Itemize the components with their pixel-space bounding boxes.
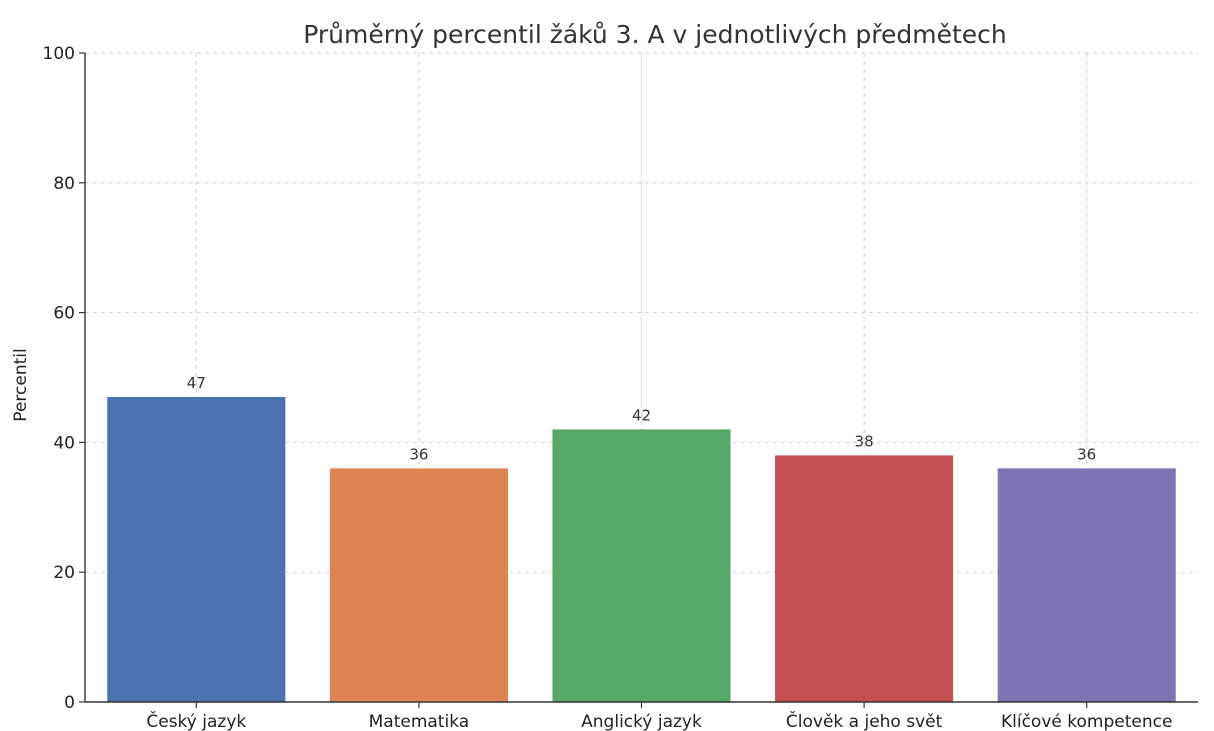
x-tick-label: Český jazyk bbox=[146, 710, 246, 731]
bar bbox=[552, 429, 731, 702]
x-tick-label: Anglický jazyk bbox=[581, 712, 702, 731]
bar-value-label: 38 bbox=[855, 432, 874, 450]
x-tick-label: Člověk a jeho svět bbox=[786, 710, 943, 731]
bar bbox=[997, 468, 1176, 702]
bar-value-label: 42 bbox=[632, 406, 651, 424]
bar-value-label: 36 bbox=[409, 445, 428, 463]
y-tick-label: 100 bbox=[43, 44, 75, 64]
label-layer: 0 20 40 60 80 100 47 Český jazyk 36 Matematika 42 A… bbox=[43, 44, 1173, 731]
bar-value-label: 36 bbox=[1077, 445, 1096, 463]
y-tick-label: 40 bbox=[53, 433, 75, 453]
x-tick-label: Matematika bbox=[369, 712, 470, 731]
y-tick-label: 80 bbox=[53, 174, 75, 194]
bar bbox=[107, 396, 286, 702]
y-tick-label: 60 bbox=[53, 304, 75, 324]
y-tick-label: 20 bbox=[53, 563, 75, 583]
y-axis-label: Percentil bbox=[11, 348, 31, 421]
bar-layer bbox=[107, 396, 1176, 702]
bar-value-label: 47 bbox=[187, 374, 206, 392]
y-tick-label: 0 bbox=[64, 693, 75, 713]
axis-layer bbox=[79, 52, 1198, 708]
x-tick-label: Klíčové kompetence bbox=[1001, 712, 1172, 731]
bar bbox=[775, 455, 954, 702]
chart-title: Průměrný percentil žáků 3. A v jednotliv… bbox=[303, 20, 1007, 49]
bar bbox=[329, 468, 508, 702]
